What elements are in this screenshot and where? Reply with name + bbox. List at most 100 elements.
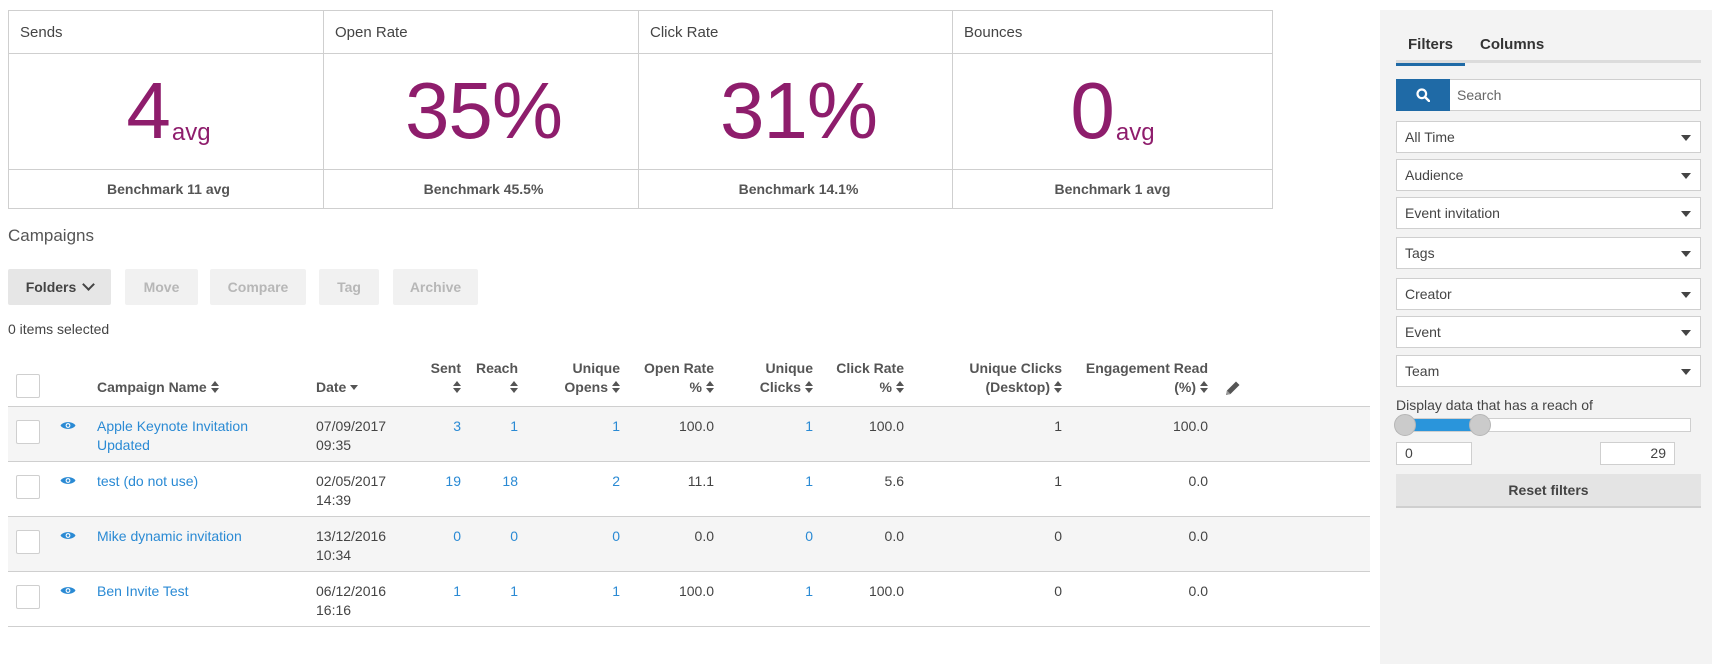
row-sent[interactable]: 1	[453, 583, 461, 599]
row-open-rate: 11.1	[687, 473, 714, 489]
filter-creator[interactable]: Creator	[1396, 278, 1701, 310]
reach-min-input[interactable]: 0	[1396, 442, 1472, 465]
campaign-name-link[interactable]: Mike dynamic invitation	[97, 528, 242, 544]
row-date: 07/09/2017 09:35	[316, 418, 387, 453]
row-unique-clicks-desktop: 0	[1054, 583, 1062, 599]
col-click-rate[interactable]: Click Rate%	[836, 360, 904, 395]
row-unique-clicks[interactable]: 1	[805, 473, 813, 489]
folders-button[interactable]: Folders	[8, 269, 111, 305]
preview-eye-icon[interactable]	[60, 420, 76, 431]
section-title: Campaigns	[8, 226, 94, 245]
reach-max-input[interactable]: 29	[1600, 442, 1675, 465]
search-input[interactable]	[1450, 80, 1700, 110]
row-unique-opens[interactable]: 1	[612, 418, 620, 434]
reach-slider-min-handle[interactable]	[1394, 414, 1416, 436]
col-engagement-read[interactable]: Engagement Read (%)	[1085, 360, 1208, 395]
filter-team[interactable]: Team	[1396, 355, 1701, 387]
row-checkbox[interactable]	[16, 475, 40, 499]
filter-audience[interactable]: Audience	[1396, 159, 1701, 191]
row-unique-clicks-desktop: 0	[1054, 528, 1062, 544]
selection-status: 0 items selected	[8, 321, 110, 337]
reach-slider-fill	[1405, 419, 1481, 431]
row-unique-opens[interactable]: 0	[612, 528, 620, 544]
row-reach[interactable]: 18	[502, 473, 518, 489]
row-unique-clicks[interactable]: 1	[805, 583, 813, 599]
sidebar-tabs: Filters Columns	[1396, 22, 1701, 66]
row-checkbox[interactable]	[16, 420, 40, 444]
filter-event[interactable]: Event	[1396, 316, 1701, 348]
row-reach[interactable]: 1	[510, 583, 518, 599]
row-reach[interactable]: 1	[510, 418, 518, 434]
row-engagement-read: 0.0	[1188, 528, 1208, 544]
filter-type[interactable]: Event invitation	[1396, 197, 1701, 229]
compare-button[interactable]: Compare	[210, 269, 306, 305]
filter-tags[interactable]: Tags	[1396, 237, 1701, 269]
sort-icon	[210, 381, 219, 393]
row-checkbox[interactable]	[16, 585, 40, 609]
stat-title: Sends	[9, 11, 328, 54]
table-row[interactable]: Apple Keynote Invitation Updated 07/09/20…	[8, 407, 1370, 462]
col-reach[interactable]: Reach	[468, 359, 518, 397]
campaign-name-link[interactable]: Apple Keynote Invitation Updated	[97, 418, 248, 453]
filters-sidebar: Filters Columns All Time Audience Event …	[1380, 10, 1712, 664]
tag-button[interactable]: Tag	[319, 269, 379, 305]
move-button[interactable]: Move	[125, 269, 198, 305]
col-unique-clicks-desktop[interactable]: Unique Clicks (Desktop)	[969, 360, 1062, 395]
reset-filters-button[interactable]: Reset filters	[1396, 474, 1701, 508]
row-unique-opens[interactable]: 1	[612, 583, 620, 599]
row-open-rate: 100.0	[678, 583, 714, 599]
search-button[interactable]	[1396, 79, 1450, 111]
edit-columns-icon[interactable]	[1224, 379, 1242, 397]
filter-date-range[interactable]: All Time	[1396, 121, 1701, 153]
row-open-rate: 0.0	[694, 528, 714, 544]
campaigns-table: Campaign Name Date Sent Reach Unique Open…	[8, 355, 1370, 627]
table-row[interactable]: test (do not use) 02/05/2017 14:39 19 18 …	[8, 462, 1370, 517]
reach-slider-max-handle[interactable]	[1469, 414, 1491, 436]
col-unique-clicks[interactable]: Unique Clicks	[759, 360, 813, 395]
sort-desc-icon	[350, 381, 359, 393]
row-sent[interactable]: 3	[453, 418, 461, 434]
row-date: 06/12/2016 16:16	[316, 583, 387, 618]
tab-columns[interactable]: Columns	[1480, 36, 1545, 53]
preview-eye-icon[interactable]	[60, 530, 76, 541]
stat-value: 35%	[404, 66, 563, 155]
row-date: 13/12/2016 10:34	[316, 528, 387, 563]
reach-range-label: Display data that has a reach of	[1396, 397, 1593, 413]
table-row[interactable]: Ben Invite Test 06/12/2016 16:16 1 1 1 10…	[8, 572, 1370, 627]
sort-icon	[1200, 381, 1208, 393]
stat-unit: avg	[171, 119, 211, 146]
row-click-rate: 100.0	[868, 418, 904, 434]
campaign-name-link[interactable]: test (do not use)	[97, 473, 199, 489]
campaign-name-link[interactable]: Ben Invite Test	[97, 583, 189, 599]
tab-filters[interactable]: Filters	[1396, 36, 1466, 66]
search-icon	[1416, 88, 1430, 102]
row-checkbox[interactable]	[16, 530, 40, 554]
col-unique-opens[interactable]: Unique Opens	[564, 360, 620, 395]
main-content: Sends 4 avg Benchmark 11 avg Open Rate 3…	[8, 10, 1370, 627]
preview-eye-icon[interactable]	[60, 585, 76, 596]
stat-value: 4	[126, 66, 170, 155]
col-sent[interactable]: Sent	[413, 359, 461, 397]
col-date[interactable]: Date	[316, 378, 359, 397]
sort-icon	[805, 381, 813, 393]
row-click-rate: 0.0	[884, 528, 904, 544]
row-unique-clicks[interactable]: 1	[805, 418, 813, 434]
row-unique-clicks[interactable]: 0	[805, 528, 813, 544]
sort-icon	[453, 381, 461, 393]
sort-icon	[896, 381, 904, 393]
row-date: 02/05/2017 14:39	[316, 473, 387, 508]
row-unique-opens[interactable]: 2	[612, 473, 620, 489]
row-sent[interactable]: 19	[445, 473, 461, 489]
preview-eye-icon[interactable]	[60, 475, 76, 486]
table-row[interactable]: Mike dynamic invitation 13/12/2016 10:34 …	[8, 517, 1370, 572]
stat-title: Bounces	[953, 11, 1272, 54]
row-reach[interactable]: 0	[510, 528, 518, 544]
col-open-rate[interactable]: Open Rate%	[643, 360, 714, 395]
reach-slider-track[interactable]	[1396, 418, 1691, 432]
row-sent[interactable]: 0	[453, 528, 461, 544]
select-all-checkbox[interactable]	[16, 374, 40, 398]
archive-button[interactable]: Archive	[393, 269, 478, 305]
col-campaign-name[interactable]: Campaign Name	[97, 378, 219, 397]
sort-icon	[510, 381, 518, 393]
row-click-rate: 5.6	[884, 473, 904, 489]
